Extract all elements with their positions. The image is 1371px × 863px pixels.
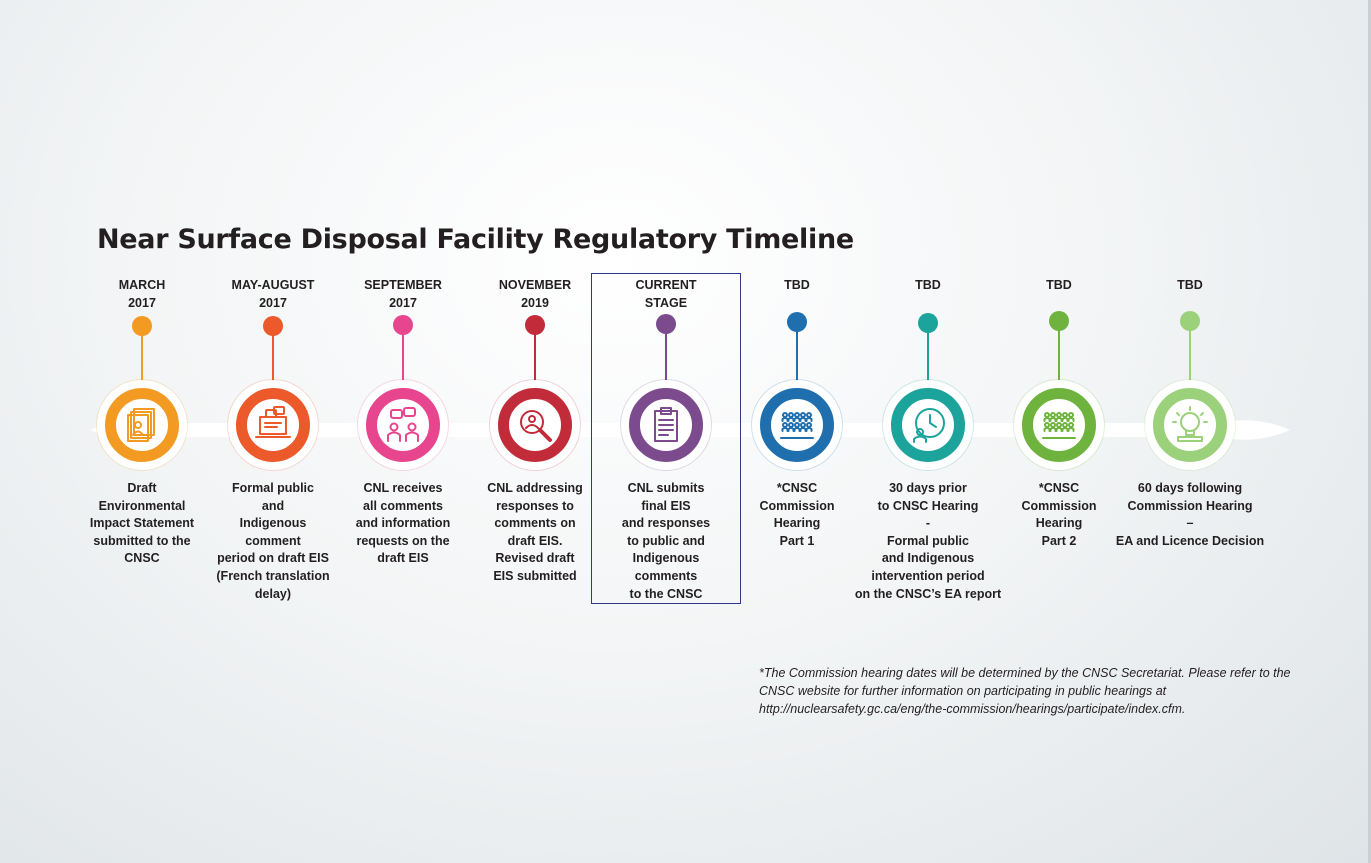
stage-marker-dot (918, 313, 938, 333)
stage-circle (490, 380, 580, 470)
timeline-stage: MARCH 2017 Draft Environmental Impact Sta… (62, 0, 222, 863)
stage-date: TBD (1046, 278, 1072, 292)
current-stage-highlight (591, 273, 741, 604)
stage-connector-line (1189, 327, 1191, 392)
stage-connector-line (534, 331, 536, 392)
page-edge (1368, 0, 1371, 863)
timeline-stage: TBD 60 days following Commission Hearing … (1110, 0, 1270, 863)
stage-marker-dot (1180, 311, 1200, 331)
clipboard-icon (637, 396, 695, 454)
timeline-stage: NOVEMBER 2019 CNL addressing responses to… (455, 0, 615, 863)
decision-lightbulb-icon (1161, 396, 1219, 454)
stage-date: CURRENT STAGE (635, 278, 697, 310)
stage-circle (358, 380, 448, 470)
people-speech-icon (374, 396, 432, 454)
stage-description: Formal public and Indigenous comment per… (216, 481, 330, 601)
timeline-stage: SEPTEMBER 2017 CNL receives all comments … (323, 0, 483, 863)
laptop-comments-icon (244, 396, 302, 454)
stage-connector-line (927, 329, 929, 392)
stage-connector-line (796, 328, 798, 392)
stage-connector-line (402, 331, 404, 392)
stage-circle (752, 380, 842, 470)
stage-date: TBD (1177, 278, 1203, 292)
timeline-stage: TBD *CNSC Commission Hearing Part 2 (979, 0, 1139, 863)
stage-description: Draft Environmental Impact Statement sub… (89, 481, 195, 566)
stage-connector-line (1058, 327, 1060, 392)
stage-circle (1145, 380, 1235, 470)
stage-marker-dot (393, 315, 413, 335)
stage-marker-dot (1049, 311, 1069, 331)
stage-description: *CNSC Commission Hearing Part 2 (1021, 481, 1097, 548)
stage-date: TBD (915, 278, 941, 292)
stage-circle (1014, 380, 1104, 470)
stage-description: CNL addressing responses to comments on … (487, 481, 583, 583)
audience-icon (1030, 396, 1088, 454)
stage-connector-line (272, 332, 274, 392)
stage-date: SEPTEMBER 2017 (364, 278, 442, 310)
stage-description: CNL receives all comments and informatio… (355, 481, 451, 566)
timeline-stage: TBD 30 days prior to CNSC Hearing - Forma… (848, 0, 1008, 863)
page-title: Near Surface Disposal Facility Regulator… (97, 224, 854, 255)
clock-person-icon (899, 396, 957, 454)
magnifier-person-icon (506, 396, 564, 454)
stage-date: NOVEMBER 2019 (498, 278, 572, 310)
stage-marker-dot (525, 315, 545, 335)
stage-circle (228, 380, 318, 470)
stage-date: MAY-AUGUST 2017 (231, 278, 315, 310)
footnote: *The Commission hearing dates will be de… (759, 666, 1291, 716)
stage-circle (621, 380, 711, 470)
stage-description: CNL submits final EIS and responses to p… (621, 481, 711, 601)
stage-date: TBD (784, 278, 810, 292)
stage-marker-dot (263, 316, 283, 336)
stage-connector-line (141, 332, 143, 392)
stage-marker-dot (656, 314, 676, 334)
stage-circle (97, 380, 187, 470)
stage-marker-dot (132, 316, 152, 336)
stage-connector-line (665, 330, 667, 392)
stage-description: 30 days prior to CNSC Hearing - Formal p… (854, 481, 1002, 601)
timeline-stage: MAY-AUGUST 2017 Formal public and Indigen… (193, 0, 353, 863)
documents-person-icon (113, 396, 171, 454)
timeline-stage: CURRENT STAGE CNL submits final EIS and r… (586, 0, 746, 863)
stage-description: *CNSC Commission Hearing Part 1 (759, 481, 835, 548)
stage-marker-dot (787, 312, 807, 332)
audience-icon (768, 396, 826, 454)
stage-description: 60 days following Commission Hearing – E… (1115, 481, 1265, 548)
stage-date: MARCH 2017 (118, 278, 166, 310)
timeline-stage: TBD *CNSC Commission Hearing Part 1 (717, 0, 877, 863)
stage-circle (883, 380, 973, 470)
